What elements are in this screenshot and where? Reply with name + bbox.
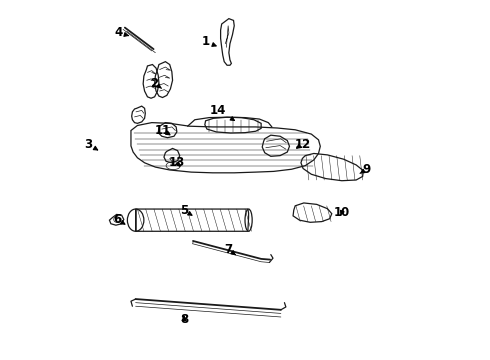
Text: 8: 8 <box>180 313 188 327</box>
Text: 3: 3 <box>84 138 98 150</box>
Text: 14: 14 <box>210 104 234 121</box>
Text: 5: 5 <box>180 204 192 217</box>
Text: 2: 2 <box>150 77 162 90</box>
Text: 12: 12 <box>294 138 311 150</box>
Text: 7: 7 <box>224 243 235 256</box>
Text: 6: 6 <box>113 213 125 226</box>
Text: 1: 1 <box>201 35 216 49</box>
Text: 10: 10 <box>334 206 350 219</box>
Text: 9: 9 <box>360 163 371 176</box>
Text: 4: 4 <box>115 27 128 40</box>
Text: 11: 11 <box>155 124 172 137</box>
Text: 13: 13 <box>169 156 185 169</box>
